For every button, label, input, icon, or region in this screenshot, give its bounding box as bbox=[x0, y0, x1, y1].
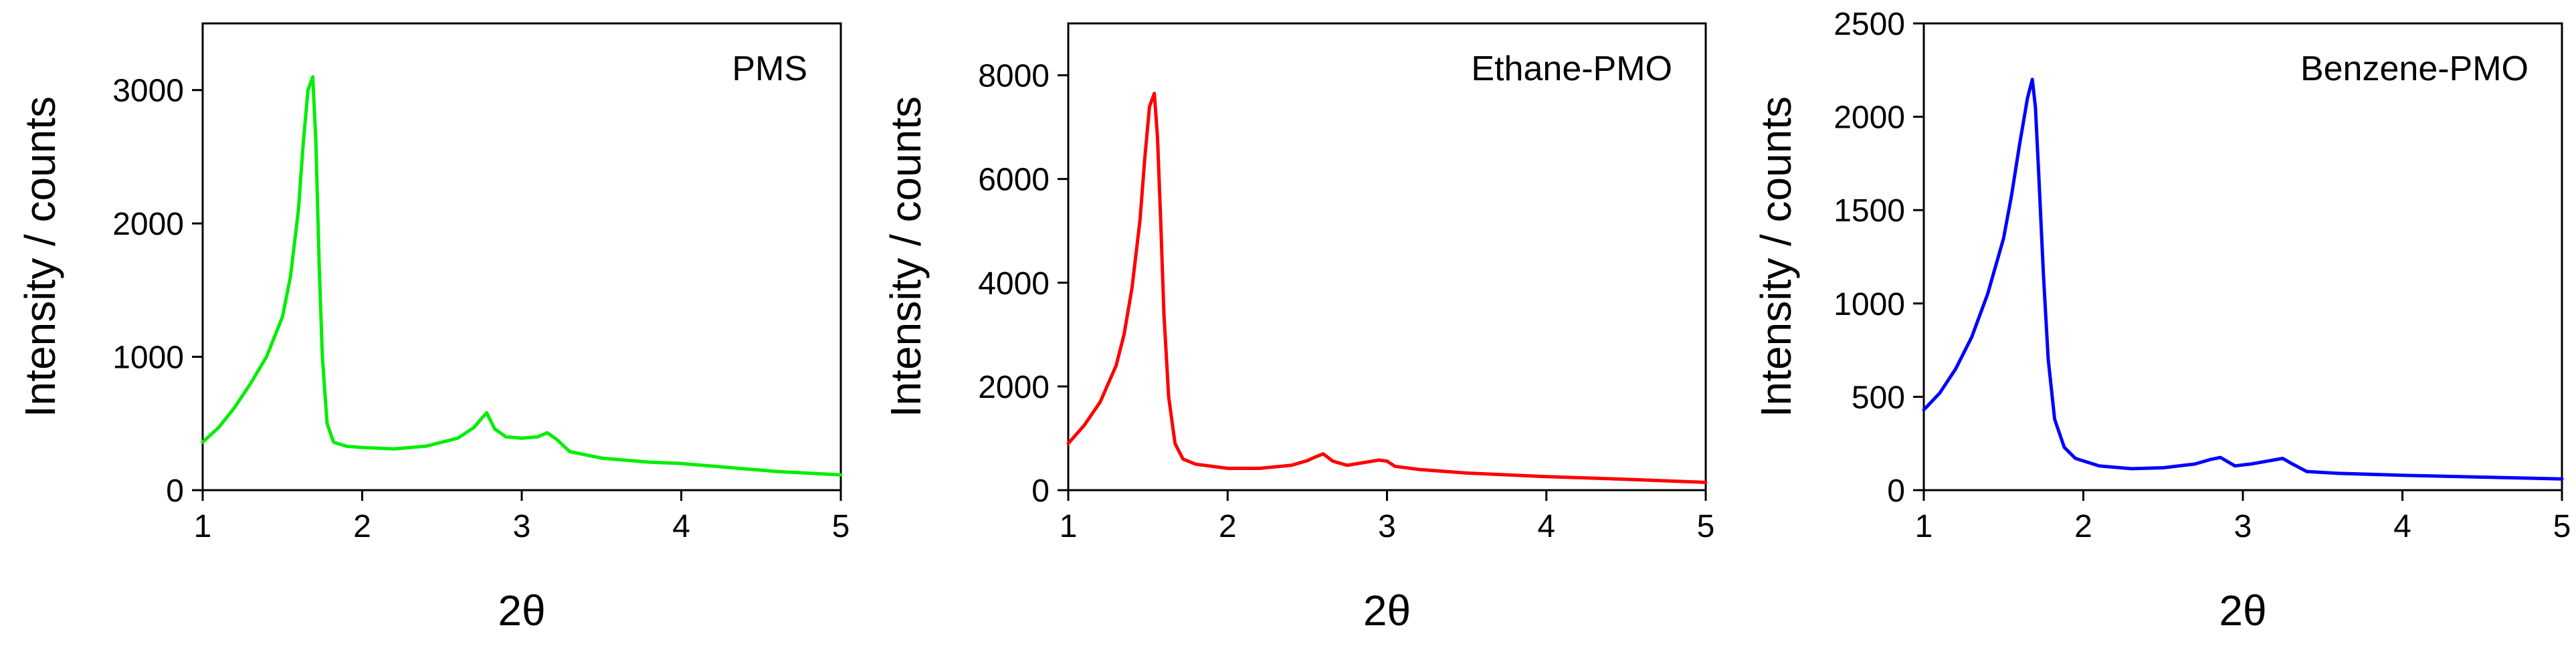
sample-label: Ethane-PMO bbox=[1471, 49, 1672, 88]
chart-panel-1: 1 2 3 4 5 0 1000 2000 3000 2θ Intensity / counts PM… bbox=[16, 22, 850, 635]
y-tick-label: 0 bbox=[1031, 473, 1050, 509]
y-tick-label: 8000 bbox=[978, 59, 1050, 94]
x-tick-label: 5 bbox=[832, 509, 850, 544]
x-tick-label: 2 bbox=[353, 509, 371, 544]
y-tick-label: 2000 bbox=[978, 370, 1050, 405]
x-axis-label: 2θ bbox=[2219, 586, 2266, 635]
x-tick-label: 3 bbox=[1378, 509, 1396, 544]
x-tick-label: 4 bbox=[1537, 509, 1555, 544]
y-axis-label: Intensity / counts bbox=[1752, 96, 1800, 417]
x-tick-label: 3 bbox=[513, 509, 531, 544]
y-axis-label: Intensity / counts bbox=[882, 96, 930, 417]
y-tick-label: 0 bbox=[1887, 473, 1905, 509]
y-tick-label: 6000 bbox=[978, 162, 1050, 198]
y-tick-label: 1500 bbox=[1834, 193, 1905, 229]
series-line-1 bbox=[1066, 92, 1708, 484]
plot-frame bbox=[1922, 22, 2563, 492]
y-tick-label: 3000 bbox=[112, 74, 184, 109]
x-tick-label: 2 bbox=[2074, 509, 2092, 544]
x-tick-label: 2 bbox=[1219, 509, 1237, 544]
x-axis-label: 2θ bbox=[1363, 586, 1411, 635]
x-tick-label: 1 bbox=[1915, 509, 1933, 544]
y-tick-label: 1000 bbox=[112, 340, 184, 376]
series-line-1 bbox=[201, 75, 843, 477]
y-tick-label: 0 bbox=[166, 473, 184, 509]
y-tick-label: 1000 bbox=[1834, 287, 1905, 322]
y-tick-label: 2000 bbox=[1834, 100, 1905, 136]
chart-panel-3: 1 2 3 4 5 0 500 1000 1500 2000 2500 2θ Intensity / c… bbox=[1752, 7, 2571, 635]
y-tick-label: 2500 bbox=[1834, 7, 1905, 42]
plot-frame bbox=[201, 22, 842, 492]
x-tick-label: 5 bbox=[1697, 509, 1715, 544]
x-tick-label: 5 bbox=[2553, 509, 2571, 544]
y-tick-label: 4000 bbox=[978, 266, 1050, 302]
sample-label: PMS bbox=[732, 49, 807, 88]
chart-panel-2: 1 2 3 4 5 0 2000 4000 6000 8000 2θ Intensity / coun… bbox=[882, 22, 1715, 635]
x-tick-label: 3 bbox=[2234, 509, 2252, 544]
x-tick-label: 4 bbox=[672, 509, 690, 544]
x-tick-label: 4 bbox=[2393, 509, 2411, 544]
plot-frame bbox=[1067, 22, 1707, 492]
y-axis-label: Intensity / counts bbox=[16, 96, 64, 417]
y-tick-label: 2000 bbox=[112, 207, 184, 242]
series-line-1 bbox=[1922, 78, 2564, 481]
x-axis-label: 2θ bbox=[498, 586, 545, 635]
y-tick-label: 500 bbox=[1852, 380, 1905, 415]
sample-label: Benzene-PMO bbox=[2300, 49, 2529, 88]
x-tick-label: 1 bbox=[1060, 509, 1078, 544]
x-tick-label: 1 bbox=[194, 509, 212, 544]
